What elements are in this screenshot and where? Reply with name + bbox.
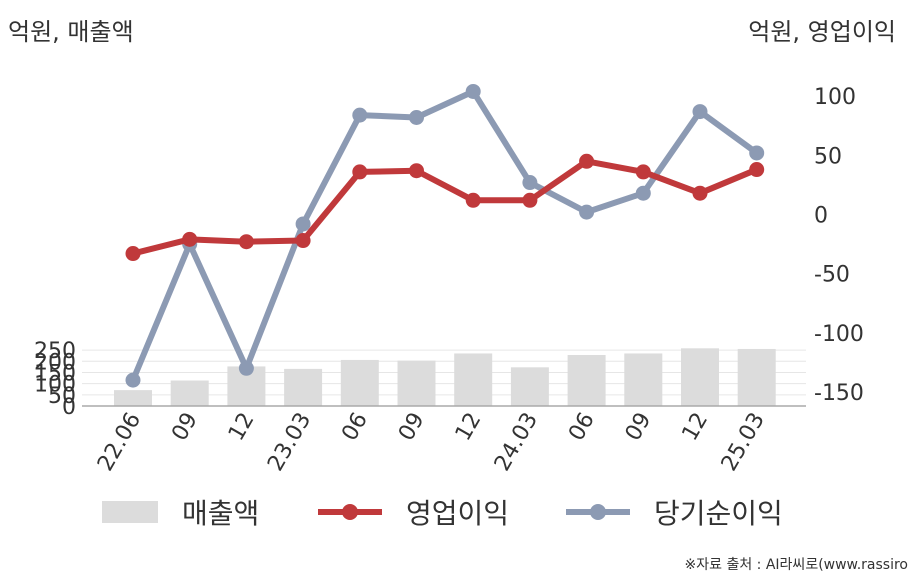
bar-revenue: [397, 360, 436, 406]
legend-swatch-bar: [102, 501, 158, 523]
point-operating-profit: [409, 163, 424, 179]
series-line-operating-profit: [130, 158, 760, 257]
left-tick-label: 100: [34, 373, 76, 398]
right-axis-unit-label: 억원, 영업이익: [748, 18, 896, 46]
point-net-income: [352, 107, 368, 123]
x-tick-label: 25.03: [717, 409, 770, 476]
bar-revenue: [114, 390, 152, 406]
point-operating-profit: [635, 164, 651, 180]
x-tick-label: 24.03: [490, 409, 543, 476]
legend-label-revenue: 매출액: [182, 497, 260, 530]
point-net-income: [125, 372, 141, 388]
point-operating-profit: [182, 231, 198, 247]
x-tick-label: 09: [394, 409, 430, 446]
bar-revenue: [340, 359, 379, 406]
point-net-income: [238, 360, 254, 376]
point-operating-profit: [522, 192, 538, 208]
left-tick-label: 250: [34, 339, 76, 364]
point-operating-profit: [295, 233, 311, 249]
left-tick-label: 200: [34, 350, 76, 375]
source-note: ※자료 출처 : AI라씨로(www.rassiro: [684, 557, 908, 573]
left-tick-label: 150: [34, 361, 76, 386]
x-tick-label: 06: [337, 409, 373, 446]
bar-revenue: [624, 353, 663, 406]
x-tick-label: 23.03: [263, 409, 316, 476]
point-operating-profit: [692, 185, 708, 201]
point-net-income: [635, 185, 651, 201]
point-operating-profit: [749, 162, 765, 178]
legend-swatch-line-blue: [566, 501, 630, 523]
point-operating-profit: [125, 246, 141, 262]
bar-revenue: [170, 380, 209, 406]
left-tick-label: 50: [48, 384, 76, 409]
right-tick-label: -50: [814, 263, 850, 288]
left-axis-unit-label: 억원, 매출액: [8, 18, 134, 46]
right-tick-label: 50: [814, 144, 842, 169]
point-operating-profit: [465, 192, 481, 208]
bar-revenue: [737, 348, 776, 406]
point-operating-profit: [352, 164, 368, 180]
point-net-income: [522, 175, 538, 191]
right-tick-label: -150: [814, 381, 864, 406]
point-net-income: [579, 204, 595, 220]
point-net-income: [692, 104, 708, 120]
series-line-net-income: [130, 88, 760, 384]
left-tick-label: 0: [62, 395, 76, 420]
bar-revenue: [567, 355, 606, 406]
legend: 매출액 영업이익 당기순이익: [0, 492, 908, 536]
bar-revenue: [284, 368, 323, 406]
point-net-income: [749, 145, 765, 161]
point-operating-profit: [579, 153, 595, 169]
x-tick-label: 12: [451, 409, 487, 446]
right-tick-label: -100: [814, 322, 864, 347]
point-net-income: [465, 83, 481, 99]
legend-label-operating-profit: 영업이익: [406, 497, 510, 530]
bar-revenue: [510, 367, 549, 406]
x-tick-label: 12: [224, 409, 260, 446]
x-tick-label: 12: [678, 409, 714, 446]
point-net-income: [409, 109, 424, 125]
x-tick-label: 22.06: [93, 409, 146, 476]
legend-label-net-income: 당기순이익: [654, 497, 783, 530]
point-net-income: [295, 216, 311, 232]
legend-item-net-income: 당기순이익: [566, 492, 783, 532]
point-operating-profit: [238, 234, 254, 250]
legend-item-revenue: 매출액: [102, 492, 259, 532]
x-tick-label: 09: [621, 409, 657, 446]
legend-item-operating-profit: 영업이익: [318, 492, 509, 532]
right-tick-label: 0: [814, 204, 828, 229]
x-tick-label: 06: [564, 409, 600, 446]
bar-revenue: [681, 348, 719, 406]
x-tick-label: 09: [167, 409, 203, 446]
right-tick-label: 100: [814, 85, 856, 110]
bar-revenue: [454, 353, 493, 406]
legend-swatch-line-red: [318, 501, 382, 523]
